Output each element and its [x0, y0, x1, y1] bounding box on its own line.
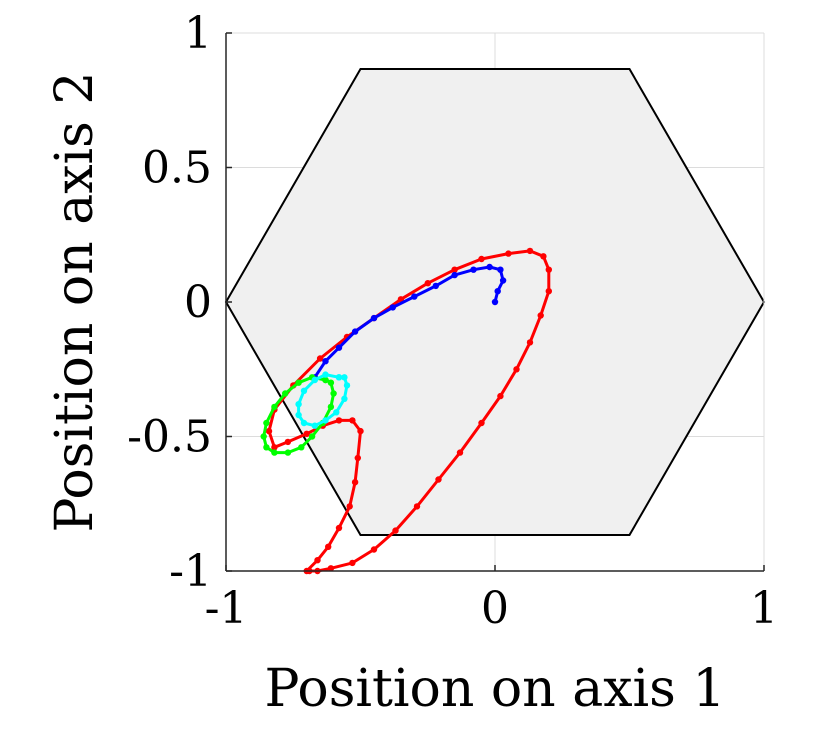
data-point — [271, 449, 278, 456]
series-2 — [260, 374, 337, 456]
data-point — [303, 430, 310, 437]
data-point — [333, 409, 340, 416]
data-point — [311, 422, 318, 429]
data-point — [271, 444, 278, 451]
data-point — [343, 382, 351, 389]
data-point — [263, 444, 270, 451]
y-axis-label: Position on axis 2 — [45, 72, 105, 533]
data-point — [424, 280, 431, 287]
data-point — [263, 419, 270, 427]
data-point — [545, 266, 552, 273]
data-point — [295, 401, 302, 408]
x-tick-labels: -1 0 1 — [205, 583, 778, 634]
data-point — [370, 314, 378, 322]
data-point — [478, 419, 485, 427]
data-point — [335, 417, 343, 424]
data-point — [346, 503, 353, 510]
data-point — [357, 427, 364, 435]
x-tick-label: -1 — [205, 583, 248, 634]
data-point — [354, 454, 361, 462]
series-1 — [311, 263, 507, 381]
data-point — [300, 387, 308, 394]
data-point — [265, 427, 273, 435]
data-point — [335, 524, 343, 532]
data-point — [349, 559, 356, 567]
data-point — [497, 392, 504, 400]
data-point — [311, 376, 318, 384]
y-tick-label: -1 — [169, 546, 212, 597]
data-point — [322, 371, 329, 378]
data-point — [314, 557, 321, 564]
data-point — [540, 253, 547, 260]
data-point — [351, 479, 359, 486]
data-point — [295, 411, 302, 419]
data-point — [341, 395, 348, 402]
data-point — [411, 293, 418, 300]
series-3 — [295, 371, 351, 429]
data-point — [413, 503, 421, 510]
data-point — [526, 247, 534, 255]
data-point — [335, 344, 343, 351]
data-point — [513, 366, 520, 373]
data-point — [491, 298, 499, 306]
data-point — [537, 312, 544, 319]
data-point — [456, 449, 464, 456]
data-point — [322, 376, 329, 384]
data-point — [432, 282, 439, 290]
data-point — [526, 339, 534, 346]
series-layer — [260, 247, 552, 575]
data-point — [300, 419, 308, 427]
data-point — [478, 255, 485, 263]
data-point — [470, 266, 477, 273]
data-point — [330, 390, 337, 397]
data-point — [327, 379, 335, 386]
data-point — [298, 444, 305, 451]
data-point — [349, 417, 356, 424]
data-point — [499, 277, 507, 284]
data-point — [505, 250, 512, 257]
data-point — [260, 433, 267, 440]
data-point — [545, 288, 552, 295]
data-point — [282, 390, 289, 397]
series-0 — [265, 247, 552, 575]
data-point — [494, 288, 501, 295]
data-point — [435, 476, 442, 483]
data-point — [370, 546, 378, 553]
data-point — [486, 263, 493, 271]
y-tick-label: 1 — [184, 8, 212, 59]
axes — [225, 32, 765, 572]
data-point — [392, 527, 399, 534]
data-point — [327, 565, 335, 572]
data-point — [335, 374, 343, 381]
y-tick-labels: -1 -0.5 0 0.5 1 — [127, 8, 212, 597]
data-point — [497, 266, 504, 273]
y-tick-label: 0 — [184, 277, 212, 328]
x-tick-label: 0 — [481, 583, 509, 634]
data-point — [322, 358, 329, 365]
data-point — [271, 403, 278, 411]
x-tick-label: 1 — [750, 583, 778, 634]
y-tick-label: 0.5 — [142, 143, 212, 194]
data-point — [389, 304, 396, 311]
data-point — [316, 355, 324, 362]
data-point — [325, 543, 332, 550]
data-point — [322, 417, 329, 424]
data-point — [295, 379, 302, 386]
data-point — [451, 271, 458, 279]
data-point — [351, 328, 359, 335]
x-axis-label: Position on axis 1 — [265, 659, 726, 719]
data-point — [341, 374, 348, 381]
data-point — [284, 438, 292, 446]
data-point — [327, 403, 335, 411]
y-tick-label: -0.5 — [127, 412, 212, 463]
data-point — [451, 266, 458, 273]
data-point — [308, 433, 316, 440]
data-point — [284, 449, 292, 456]
